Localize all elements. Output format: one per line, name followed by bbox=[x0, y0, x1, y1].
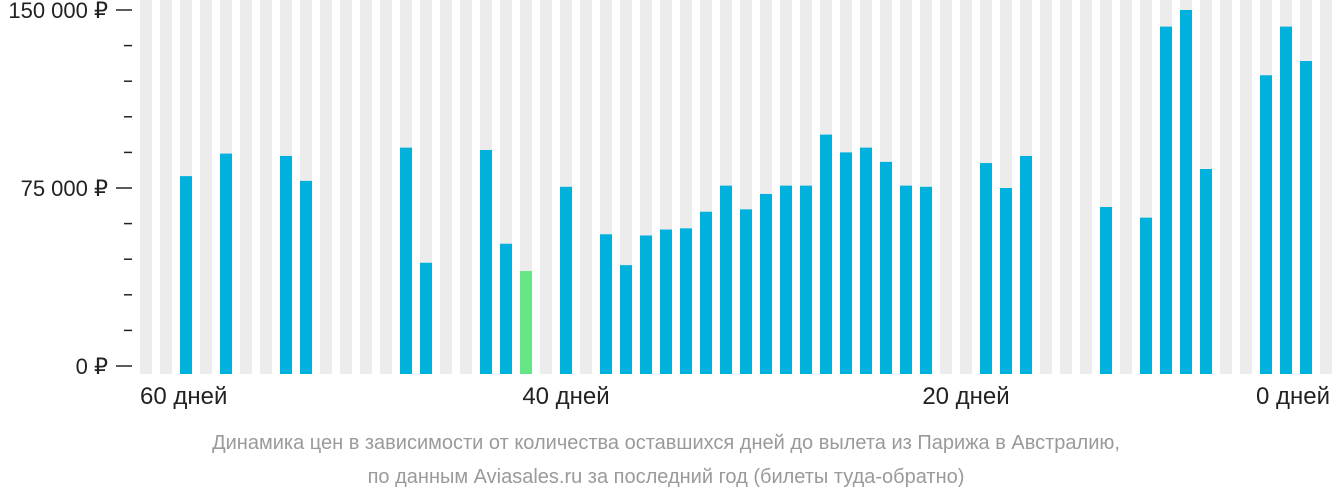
x-tick-label: 60 дней bbox=[140, 383, 227, 410]
price-bar[interactable] bbox=[1180, 10, 1192, 374]
price-bar[interactable] bbox=[920, 186, 932, 374]
price-bar[interactable] bbox=[480, 150, 492, 374]
price-bar[interactable] bbox=[880, 161, 892, 374]
day-column bbox=[1080, 0, 1092, 374]
day-column bbox=[1320, 0, 1332, 374]
price-bar[interactable] bbox=[1100, 206, 1112, 374]
price-bar[interactable] bbox=[860, 147, 872, 374]
price-bar[interactable] bbox=[1000, 188, 1012, 374]
day-column bbox=[1240, 0, 1252, 374]
price-bar[interactable] bbox=[780, 185, 792, 374]
day-column bbox=[1040, 0, 1052, 374]
day-column bbox=[940, 0, 952, 374]
x-tick-label: 20 дней bbox=[922, 383, 1009, 410]
caption-line-2: по данным Aviasales.ru за последний год … bbox=[367, 466, 965, 488]
price-bar[interactable] bbox=[280, 155, 292, 374]
price-bar[interactable] bbox=[640, 235, 652, 374]
y-tick-label: 75 000 ₽ bbox=[21, 176, 108, 201]
day-column bbox=[140, 0, 152, 374]
day-column bbox=[1060, 0, 1072, 374]
day-column bbox=[360, 0, 372, 374]
price-bar[interactable] bbox=[220, 153, 232, 374]
price-bar[interactable] bbox=[700, 211, 712, 374]
price-bar[interactable] bbox=[900, 185, 912, 374]
price-bar[interactable] bbox=[600, 234, 612, 374]
price-bar[interactable] bbox=[300, 180, 312, 374]
day-column bbox=[340, 0, 352, 374]
day-column bbox=[380, 0, 392, 374]
price-bar[interactable] bbox=[740, 209, 752, 374]
y-axis: 150 000 ₽ 75 000 ₽ 0 ₽ bbox=[8, 0, 132, 379]
day-column bbox=[1120, 0, 1132, 374]
background-columns bbox=[140, 0, 1332, 374]
price-bar[interactable] bbox=[1200, 169, 1212, 374]
day-column bbox=[960, 0, 972, 374]
price-bar[interactable] bbox=[1160, 26, 1172, 374]
price-chart: 150 000 ₽ 75 000 ₽ 0 ₽ 60 дней 40 дней 20 дн… bbox=[8, 0, 1332, 410]
day-column bbox=[1220, 0, 1232, 374]
day-column bbox=[160, 0, 172, 374]
price-bar[interactable] bbox=[560, 186, 572, 374]
day-column bbox=[320, 0, 332, 374]
day-column bbox=[240, 0, 252, 374]
price-bars bbox=[180, 10, 1312, 375]
price-bar[interactable] bbox=[500, 243, 512, 374]
price-bar[interactable] bbox=[420, 262, 432, 374]
price-bar[interactable] bbox=[760, 193, 772, 374]
chart-caption: Динамика цен в зависимости от количества… bbox=[0, 426, 1332, 494]
y-tick-label: 0 ₽ bbox=[76, 354, 108, 379]
x-axis: 60 дней 40 дней 20 дней 0 дней bbox=[140, 383, 1330, 410]
price-bar[interactable] bbox=[980, 163, 992, 374]
price-bar[interactable] bbox=[1140, 217, 1152, 374]
price-bar[interactable] bbox=[800, 185, 812, 374]
x-tick-label: 0 дней bbox=[1256, 383, 1330, 410]
price-bar[interactable] bbox=[1020, 155, 1032, 374]
price-bar[interactable] bbox=[180, 176, 192, 374]
day-column bbox=[460, 0, 472, 374]
x-tick-label: 40 дней bbox=[522, 383, 609, 410]
price-bar[interactable] bbox=[620, 265, 632, 374]
price-bar[interactable] bbox=[400, 147, 412, 374]
day-column bbox=[540, 0, 552, 374]
y-tick-label: 150 000 ₽ bbox=[8, 0, 108, 23]
day-column bbox=[200, 0, 212, 374]
price-bar[interactable] bbox=[840, 152, 852, 374]
price-bar-lowest[interactable] bbox=[520, 271, 532, 374]
day-column bbox=[440, 0, 452, 374]
price-bar[interactable] bbox=[820, 134, 832, 374]
day-column bbox=[260, 0, 272, 374]
price-bar[interactable] bbox=[660, 229, 672, 374]
caption-line-1: Динамика цен в зависимости от количества… bbox=[212, 432, 1120, 454]
price-bar[interactable] bbox=[720, 185, 732, 374]
price-bar[interactable] bbox=[1260, 75, 1272, 375]
price-bar[interactable] bbox=[1280, 26, 1292, 374]
price-bar[interactable] bbox=[680, 228, 692, 374]
price-bar[interactable] bbox=[1300, 61, 1312, 374]
day-column bbox=[580, 0, 592, 374]
